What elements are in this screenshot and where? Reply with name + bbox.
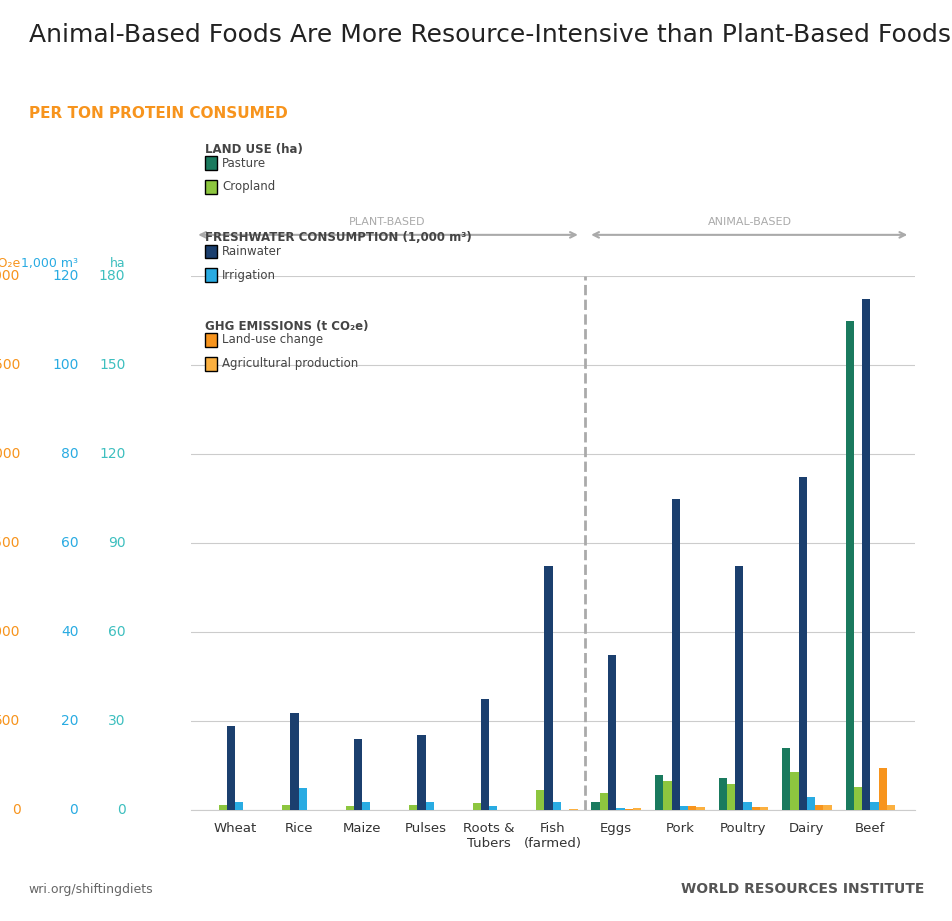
Bar bbox=[282, 805, 290, 810]
Bar bbox=[823, 806, 831, 810]
Text: 2,000: 2,000 bbox=[0, 448, 20, 461]
Bar bbox=[472, 803, 481, 810]
Bar bbox=[751, 807, 759, 810]
Text: 120: 120 bbox=[52, 269, 78, 284]
Bar bbox=[235, 801, 243, 810]
Text: ANIMAL-BASED: ANIMAL-BASED bbox=[707, 217, 791, 227]
Bar bbox=[654, 775, 663, 810]
Bar bbox=[536, 789, 544, 810]
Text: 0: 0 bbox=[69, 803, 78, 818]
Text: 90: 90 bbox=[108, 536, 126, 551]
Text: PER TON PROTEIN CONSUMED: PER TON PROTEIN CONSUMED bbox=[29, 106, 288, 121]
Text: 150: 150 bbox=[99, 358, 126, 372]
Text: Animal-Based Foods Are More Resource-Intensive than Plant-Based Foods: Animal-Based Foods Are More Resource-Int… bbox=[29, 23, 949, 47]
Text: ha: ha bbox=[109, 257, 126, 270]
Bar bbox=[726, 784, 734, 810]
Text: Cropland: Cropland bbox=[222, 181, 275, 193]
Bar bbox=[408, 805, 417, 810]
Bar bbox=[624, 809, 632, 810]
Bar bbox=[599, 793, 607, 810]
Bar bbox=[298, 788, 307, 810]
Bar bbox=[862, 298, 869, 810]
Bar bbox=[759, 807, 767, 810]
Bar bbox=[426, 801, 433, 810]
Text: Rainwater: Rainwater bbox=[222, 245, 282, 258]
Bar bbox=[362, 801, 370, 810]
Bar bbox=[488, 806, 497, 810]
Text: 1,000 m³: 1,000 m³ bbox=[21, 257, 78, 270]
Bar bbox=[616, 809, 624, 810]
Text: 40: 40 bbox=[61, 625, 78, 639]
Bar bbox=[290, 713, 298, 810]
Text: 3,000: 3,000 bbox=[0, 269, 20, 284]
Text: Land-use change: Land-use change bbox=[222, 333, 323, 346]
Text: 1,000: 1,000 bbox=[0, 625, 20, 639]
Bar bbox=[789, 772, 798, 810]
Text: t CO₂e: t CO₂e bbox=[0, 257, 20, 270]
Text: Pasture: Pasture bbox=[222, 157, 266, 169]
Bar bbox=[671, 499, 679, 810]
Bar bbox=[806, 798, 814, 810]
Text: 180: 180 bbox=[99, 269, 126, 284]
Text: FRESHWATER CONSUMPTION (1,000 m³): FRESHWATER CONSUMPTION (1,000 m³) bbox=[205, 231, 471, 244]
Text: 20: 20 bbox=[61, 715, 78, 729]
Text: 100: 100 bbox=[52, 358, 78, 372]
Bar bbox=[853, 787, 862, 810]
Text: PLANT-BASED: PLANT-BASED bbox=[349, 217, 426, 227]
Bar bbox=[568, 809, 577, 810]
Bar bbox=[218, 805, 227, 810]
Text: LAND USE (ha): LAND USE (ha) bbox=[205, 143, 303, 156]
Text: 1,500: 1,500 bbox=[0, 536, 20, 551]
Bar bbox=[417, 735, 426, 810]
Text: 2,500: 2,500 bbox=[0, 358, 20, 372]
Bar bbox=[718, 778, 726, 810]
Bar bbox=[663, 781, 671, 810]
Bar bbox=[481, 699, 488, 810]
Bar bbox=[782, 748, 789, 810]
Bar bbox=[544, 565, 552, 810]
Text: wri.org/shiftingdiets: wri.org/shiftingdiets bbox=[29, 883, 153, 896]
Bar bbox=[844, 321, 853, 810]
Bar bbox=[632, 809, 641, 810]
Bar bbox=[687, 806, 696, 810]
Bar bbox=[552, 801, 561, 810]
Bar bbox=[346, 806, 353, 810]
Bar bbox=[814, 805, 823, 810]
Bar bbox=[798, 477, 806, 810]
Bar bbox=[696, 807, 704, 810]
Bar bbox=[878, 768, 886, 810]
Text: 60: 60 bbox=[61, 536, 78, 551]
Bar bbox=[743, 801, 751, 810]
Bar bbox=[591, 801, 599, 810]
Text: 120: 120 bbox=[99, 448, 126, 461]
Bar bbox=[734, 565, 743, 810]
Text: 30: 30 bbox=[108, 715, 126, 729]
Text: 500: 500 bbox=[0, 715, 20, 729]
Text: WORLD RESOURCES INSTITUTE: WORLD RESOURCES INSTITUTE bbox=[681, 882, 923, 896]
Bar bbox=[353, 740, 362, 810]
Text: GHG EMISSIONS (t CO₂e): GHG EMISSIONS (t CO₂e) bbox=[205, 320, 368, 332]
Text: 0: 0 bbox=[11, 803, 20, 818]
Text: Agricultural production: Agricultural production bbox=[222, 357, 358, 370]
Bar bbox=[227, 726, 235, 810]
Bar bbox=[679, 806, 687, 810]
Text: 60: 60 bbox=[108, 625, 126, 639]
Text: 0: 0 bbox=[116, 803, 126, 818]
Bar bbox=[607, 655, 616, 810]
Bar bbox=[869, 801, 878, 810]
Text: 80: 80 bbox=[61, 448, 78, 461]
Bar bbox=[886, 805, 894, 810]
Text: Irrigation: Irrigation bbox=[222, 269, 276, 282]
